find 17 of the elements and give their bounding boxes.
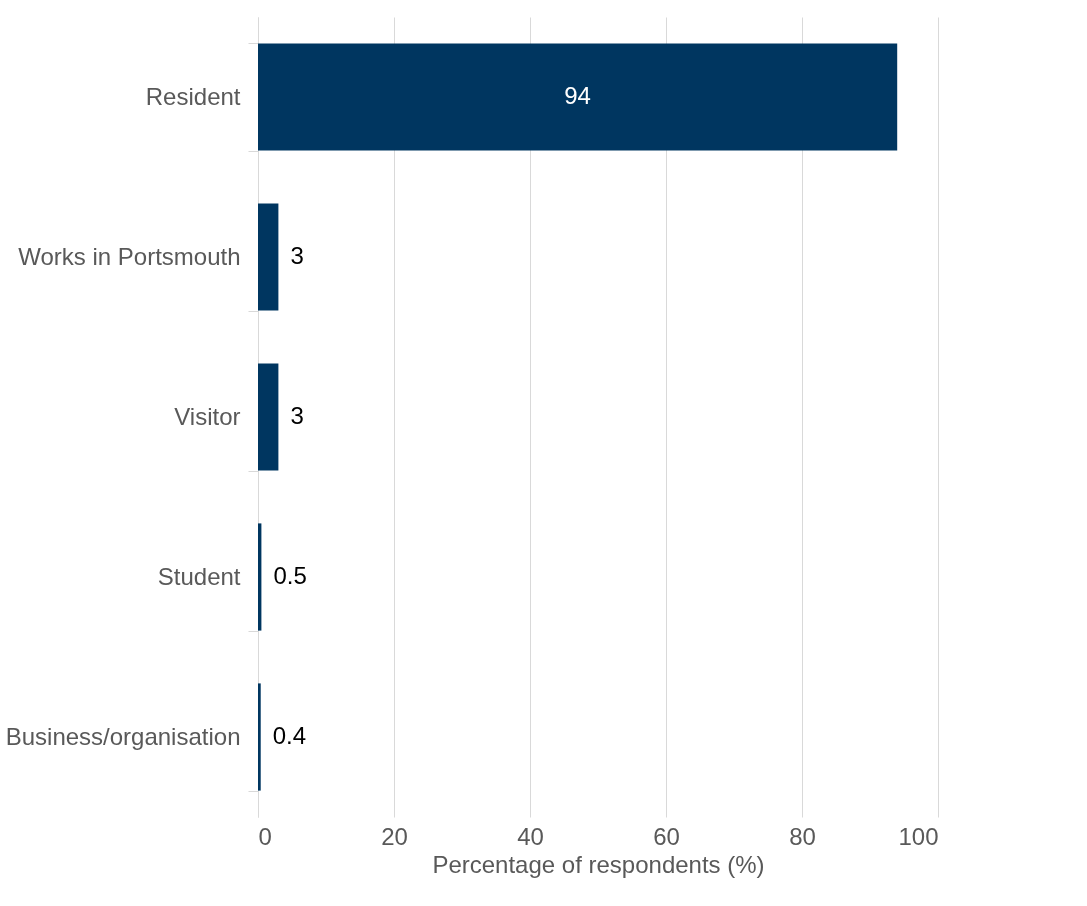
x-tick-label: 100 xyxy=(898,822,939,850)
x-tick-label: 80 xyxy=(789,822,816,850)
x-tick-label: 20 xyxy=(381,822,408,850)
x-tick-label: 0 xyxy=(258,822,272,850)
x-tick-label: 40 xyxy=(517,822,544,850)
y-tick-label: Works in Portsmouth xyxy=(18,242,241,270)
data-label: 3 xyxy=(290,242,304,269)
x-axis-title: Percentage of respondents (%) xyxy=(432,850,765,878)
y-tick-label: Business/organisation xyxy=(5,722,241,750)
data-label: 3 xyxy=(290,402,304,429)
data-label: 0.5 xyxy=(273,562,307,589)
y-tick-label: Visitor xyxy=(174,402,241,430)
x-tick-label: 60 xyxy=(653,822,680,850)
data-label: 0.4 xyxy=(272,722,307,749)
data-label: 94 xyxy=(564,82,591,109)
y-tick-label: Resident xyxy=(145,82,241,110)
y-tick-label: Student xyxy=(157,562,241,590)
